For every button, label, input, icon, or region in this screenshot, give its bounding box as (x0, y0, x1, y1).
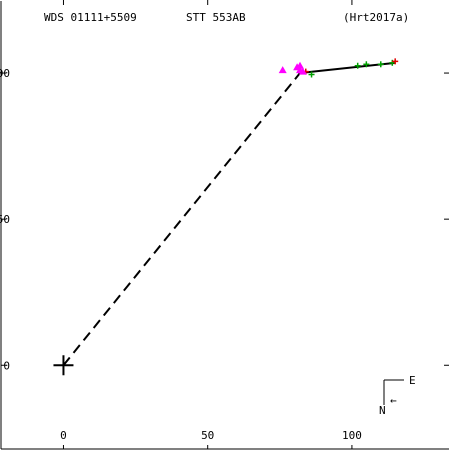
observation-plus (354, 62, 361, 69)
primary-star-marker (53, 355, 74, 376)
compass-rose: E N ← (379, 374, 416, 417)
observation-triangle (278, 66, 287, 74)
primary-to-periastron-dashed-line (62, 72, 301, 366)
discoverer-label: STT 553AB (186, 11, 246, 24)
x-tick-label: 50 (201, 429, 214, 442)
wds-id-label: WDS 01111+5509 (44, 11, 137, 24)
observation-plus (377, 61, 384, 68)
x-tick-label: 0 (60, 429, 67, 442)
x-tick-label: 100 (342, 429, 362, 442)
reference-label: (Hrt2017a) (343, 11, 409, 24)
observation-plus (392, 58, 399, 65)
compass-direction-arrow: ← (390, 394, 397, 407)
observation-plus (308, 71, 315, 78)
compass-north-label: N (379, 404, 386, 417)
y-tick-label: 50 (0, 213, 10, 226)
compass-east-label: E (409, 374, 416, 387)
y-tick-label: 100 (0, 67, 10, 80)
y-tick-label: 0 (3, 359, 10, 372)
observation-triangle (298, 67, 307, 75)
observation-points-layer (278, 58, 399, 78)
observation-plus (363, 61, 370, 68)
observation-triangle (296, 61, 304, 69)
